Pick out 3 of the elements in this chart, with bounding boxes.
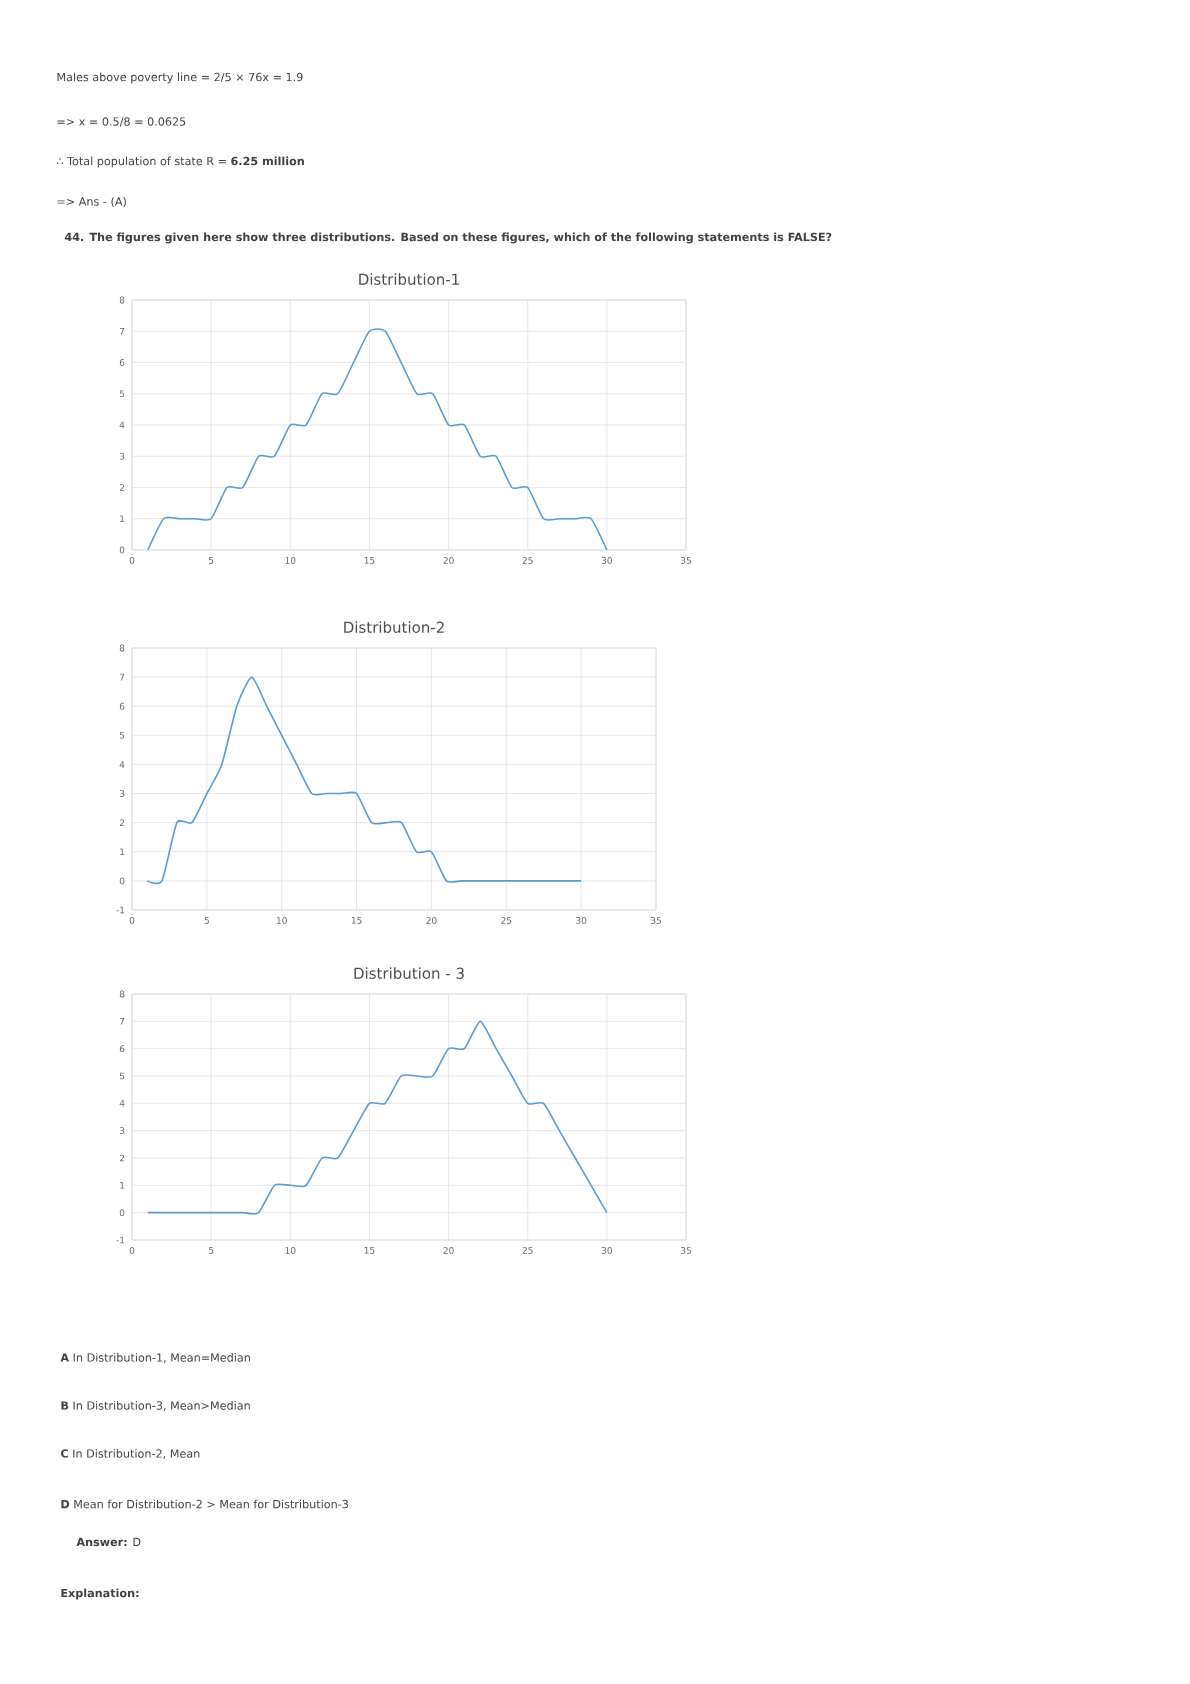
line-series: [147, 1020, 608, 1215]
line-series: [147, 328, 608, 550]
line-series: [146, 676, 582, 884]
